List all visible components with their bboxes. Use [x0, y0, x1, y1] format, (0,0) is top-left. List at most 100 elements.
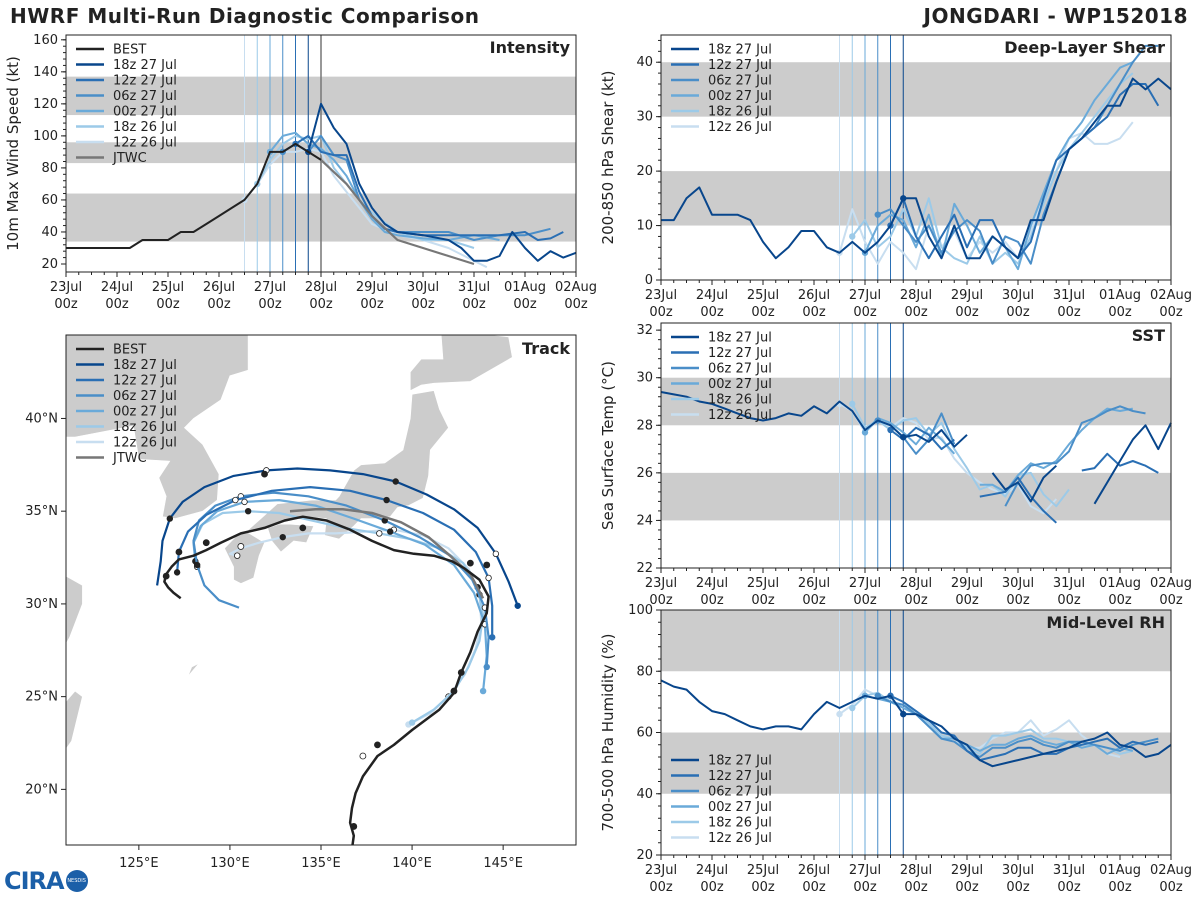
- x-tick-label-hour: 00z: [1108, 305, 1132, 320]
- series-start-marker: [887, 426, 894, 434]
- track-time-marker: [387, 528, 394, 535]
- x-tick-label: 135°E: [301, 856, 341, 871]
- intensity-panel: 20 40 60 80 100 120 140 160 23Jul 00z 24Jul 00z 25Ju…: [4, 33, 597, 312]
- y-tick-label: 30: [636, 371, 653, 386]
- y-tick-label: 20: [41, 257, 58, 272]
- legend-label: 18z 27 Jul: [708, 754, 772, 769]
- x-tick-label-date: 30Jul: [1002, 288, 1034, 303]
- panel-title: Track: [522, 339, 570, 358]
- series-start-marker: [849, 400, 856, 408]
- track-series-line: [156, 467, 519, 607]
- best-track-line: [163, 515, 490, 845]
- track-time-marker: [241, 498, 248, 506]
- nesdis-badge: NESDIS: [65, 870, 88, 892]
- legend-label: 18z 26 Jul: [708, 816, 772, 831]
- y-tick-label: 100: [628, 603, 653, 618]
- y-tick-label: 40°N: [25, 411, 58, 426]
- x-tick-label: 130°E: [210, 856, 250, 871]
- best-track-marker: [466, 559, 474, 567]
- x-tick-label-hour: 00z: [955, 593, 979, 608]
- x-tick-label-hour: 00z: [1057, 593, 1081, 608]
- x-tick-label-hour: 00z: [564, 297, 588, 312]
- track-time-marker: [383, 496, 390, 504]
- y-tick-label: 120: [33, 97, 58, 112]
- jtwc-line: [320, 159, 475, 266]
- x-tick-label-hour: 00z: [1108, 593, 1132, 608]
- panel-title: Deep-Layer Shear: [1004, 38, 1165, 57]
- x-tick-label-date: 23Jul: [645, 288, 677, 303]
- best-track-marker: [261, 470, 268, 478]
- legend-label: 12z 27 Jul: [708, 769, 772, 784]
- x-tick-label-date: 01Aug: [504, 280, 546, 295]
- x-tick-label-hour: 00z: [700, 305, 724, 320]
- series-line: [864, 694, 1134, 755]
- x-tick-label-date: 27Jul: [254, 280, 286, 295]
- x-tick-label-date: 23Jul: [645, 863, 677, 878]
- y-tick-label: 80: [636, 664, 653, 679]
- x-tick-label-date: 02Aug: [1150, 288, 1192, 303]
- x-tick-label-hour: 00z: [853, 305, 877, 320]
- track-start-marker: [483, 663, 490, 671]
- x-tick-label-date: 24Jul: [696, 863, 728, 878]
- track-time-marker: [376, 530, 383, 537]
- series-start-marker: [861, 429, 869, 436]
- track-panel: 125°E 130°E 135°E 140°E 145°E 20°N 25°N 30°N 35°…: [25, 334, 577, 871]
- best-track-marker: [450, 687, 458, 695]
- y-tick-label: 35°N: [25, 504, 58, 519]
- storm-id-title: JONGDARI - WP152018: [923, 4, 1188, 28]
- y-axis-label: Sea Surface Temp (°C): [599, 361, 617, 530]
- x-tick-label-date: 26Jul: [203, 280, 235, 295]
- shading-band: [661, 62, 1171, 117]
- legend-label: 12z 26 Jul: [708, 831, 772, 846]
- x-tick-label-hour: 00z: [700, 593, 724, 608]
- x-tick-label-date: 26Jul: [798, 576, 830, 591]
- legend-label: 18z 27 Jul: [113, 358, 177, 373]
- x-tick-label-date: 02Aug: [1150, 576, 1192, 591]
- x-tick-label-date: 26Jul: [798, 863, 830, 878]
- y-tick-label: 60: [636, 726, 653, 741]
- x-tick-label-date: 28Jul: [900, 863, 932, 878]
- y-tick-label: 10: [636, 219, 653, 234]
- x-tick-label-date: 24Jul: [696, 576, 728, 591]
- land-mass: [66, 690, 83, 750]
- y-tick-label: 22: [636, 561, 653, 576]
- track-time-marker: [244, 507, 252, 515]
- y-tick-label: 40: [636, 55, 653, 70]
- x-tick-label-date: 29Jul: [951, 576, 983, 591]
- x-tick-label-hour: 00z: [1159, 593, 1183, 608]
- x-tick-label-hour: 00z: [853, 880, 877, 895]
- series-line: [307, 102, 577, 262]
- x-tick-label-date: 30Jul: [1002, 576, 1034, 591]
- track-series-line: [192, 499, 488, 692]
- y-tick-label: 60: [41, 193, 58, 208]
- x-tick-label-hour: 00z: [258, 297, 282, 312]
- x-tick-label-hour: 00z: [54, 297, 78, 312]
- track-time-marker: [492, 550, 500, 558]
- legend-label: BEST: [113, 43, 146, 58]
- panel-title: Mid-Level RH: [1046, 613, 1165, 632]
- x-tick-label-hour: 00z: [411, 297, 435, 312]
- best-track-marker: [175, 548, 183, 556]
- y-axis-label: 700-500 hPa Humidity (%): [599, 633, 617, 831]
- series-line: [243, 147, 488, 269]
- y-tick-label: 30°N: [25, 597, 58, 612]
- y-tick-label: 40: [41, 225, 58, 240]
- y-tick-label: 160: [33, 33, 58, 48]
- x-tick-label-hour: 00z: [1006, 593, 1030, 608]
- best-track-marker: [359, 752, 367, 760]
- x-tick-label-hour: 00z: [462, 297, 486, 312]
- x-tick-label-date: 29Jul: [951, 288, 983, 303]
- y-tick-label: 100: [33, 129, 58, 144]
- series-start-marker: [849, 233, 856, 240]
- x-tick-label-date: 23Jul: [50, 280, 82, 295]
- x-tick-label-hour: 00z: [156, 297, 180, 312]
- x-tick-label-date: 30Jul: [1002, 863, 1034, 878]
- x-tick-label-hour: 00z: [802, 305, 826, 320]
- legend-label: 18z 26 Jul: [708, 105, 772, 120]
- x-tick-label-hour: 00z: [700, 880, 724, 895]
- legend-label: 12z 27 Jul: [113, 374, 177, 389]
- legend-label: 00z 27 Jul: [113, 105, 177, 120]
- x-tick-label-date: 24Jul: [101, 280, 133, 295]
- series-start-marker: [874, 692, 881, 699]
- land-mass: [187, 663, 200, 677]
